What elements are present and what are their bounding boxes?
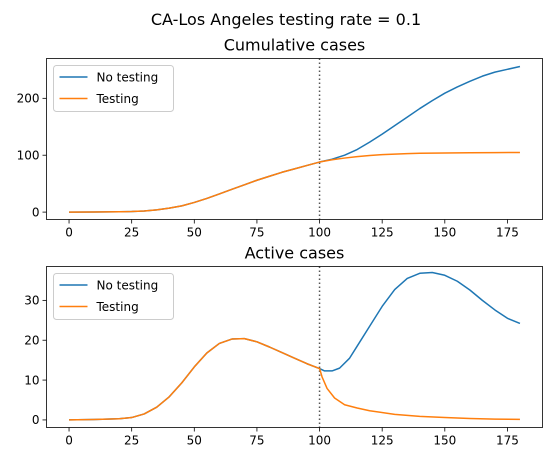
- y-tick-label: 200: [17, 92, 40, 106]
- x-tick-label: 125: [371, 226, 394, 240]
- x-tick-label: 0: [65, 226, 73, 240]
- legend-label: No testing: [97, 278, 159, 292]
- legend-label: Testing: [96, 300, 139, 314]
- x-tick-label: 75: [249, 226, 264, 240]
- x-tick-label: 50: [187, 226, 202, 240]
- x-tick-label: 175: [496, 226, 519, 240]
- x-tick-label: 100: [308, 226, 331, 240]
- x-tick-label: 50: [187, 434, 202, 448]
- legend: No testing Testing: [53, 273, 174, 320]
- y-tick-label: 100: [17, 149, 40, 163]
- x-tick-label: 25: [124, 434, 139, 448]
- series-line-testing: [69, 151, 520, 213]
- cumulative-cases-panel: Cumulative cases 0 25 50 75 100 125 150 175 0 100…: [17, 36, 543, 240]
- figure-suptitle: CA-Los Angeles testing rate = 0.1: [151, 10, 421, 29]
- cumulative-cases-title: Cumulative cases: [224, 36, 366, 55]
- x-tick-label: 100: [308, 434, 331, 448]
- x-tick-label: 25: [124, 226, 139, 240]
- active-cases-plot-area: 0 25 50 75 100 125 150 175 0 10 20 30 No testing Test…: [24, 266, 543, 448]
- x-tick-label: 75: [249, 434, 264, 448]
- series-line-testing: [69, 337, 520, 421]
- y-tick-label: 0: [32, 413, 40, 427]
- active-cases-panel: Active cases 0 25 50 75 100 125 150 175 0 10 20 30 N…: [24, 244, 543, 448]
- active-cases-title: Active cases: [245, 244, 345, 263]
- x-tick-label: 175: [496, 434, 519, 448]
- x-tick-label: 150: [433, 434, 456, 448]
- x-tick-label: 0: [65, 434, 73, 448]
- y-tick-label: 0: [32, 205, 40, 219]
- legend-label: Testing: [96, 92, 139, 106]
- axes-frame: [46, 58, 543, 220]
- x-tick-label: 150: [433, 226, 456, 240]
- y-tick-label: 20: [24, 334, 39, 348]
- legend: No testing Testing: [53, 65, 174, 112]
- y-tick-label: 10: [24, 373, 39, 387]
- axes-frame: [46, 266, 543, 428]
- x-tick-label: 125: [371, 434, 394, 448]
- cumulative-cases-plot-area: 0 25 50 75 100 125 150 175 0 100 200 No testing Test…: [17, 58, 543, 240]
- legend-label: No testing: [97, 70, 159, 84]
- y-tick-label: 30: [24, 294, 39, 308]
